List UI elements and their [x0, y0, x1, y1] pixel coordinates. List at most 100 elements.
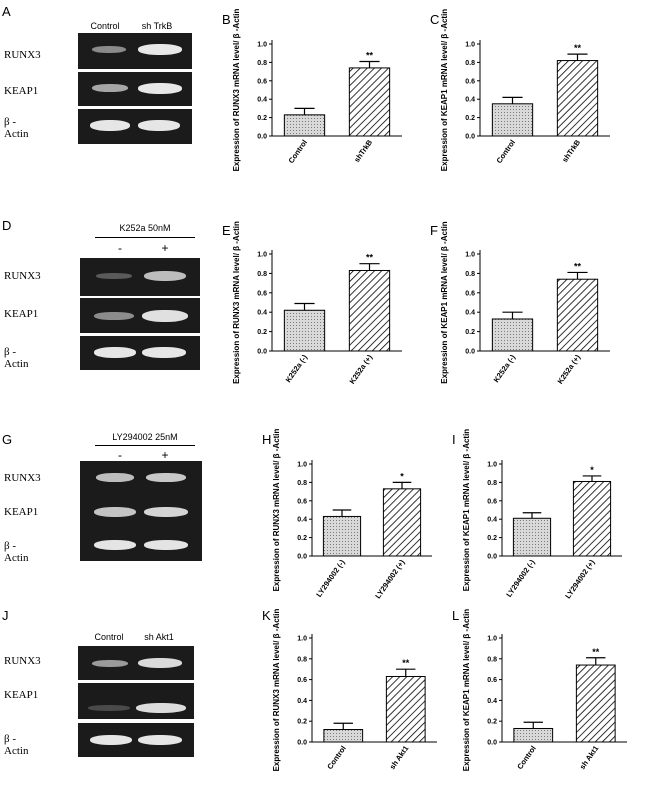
bar-control — [512, 517, 552, 557]
chart-h-runx3-ly294002: Expression of RUNX3 mRNA level/ β -Actin… — [272, 428, 432, 601]
y-tick-label: 0.2 — [257, 329, 267, 336]
y-axis-label: Expression of KEAP1 mRNA level/ β -Actin — [440, 221, 449, 384]
x-tick-label: shTrkB — [560, 138, 582, 164]
y-tick-label: 0.6 — [257, 78, 267, 85]
chart-k-runx3-shakt1: Expression of RUNX3 mRNA level/ β -Actin… — [272, 608, 437, 771]
bar-treatment — [572, 480, 612, 557]
y-tick-label: 0.8 — [465, 271, 475, 278]
row-label-runx3: RUNX3 — [4, 270, 41, 282]
gel-strip-keap1 — [80, 495, 202, 529]
y-tick-label: 1.0 — [487, 636, 497, 643]
panel-letter-f: F — [430, 223, 438, 238]
significance-marker: ** — [366, 50, 374, 60]
blot-column-shakt1: sh Akt1 — [144, 632, 174, 642]
x-tick-label: sh Akt1 — [388, 744, 411, 771]
row-label-actin: β -Actin — [4, 540, 29, 564]
gel-strip-keap1 — [80, 298, 200, 333]
panel-letter-j: J — [2, 608, 9, 623]
x-tick-label: LY294002 (+) — [373, 558, 407, 601]
chart-l-keap1-shakt1: Expression of KEAP1 mRNA level/ β -Actin… — [462, 609, 627, 771]
x-tick-label: Control — [515, 744, 538, 771]
y-tick-label: 0.2 — [257, 115, 267, 122]
y-tick-label: 0.6 — [297, 498, 307, 505]
y-tick-label: 1.0 — [487, 462, 497, 469]
x-tick-label: LY294002 (-) — [314, 558, 347, 599]
y-tick-label: 1.0 — [465, 42, 475, 49]
x-tick-label: LY294002 (+) — [563, 558, 597, 601]
row-label-keap1: KEAP1 — [4, 308, 39, 320]
y-axis-label: Expression of KEAP1 mRNA level/ β -Actin — [462, 609, 471, 772]
x-tick-label: K252a (+) — [556, 353, 583, 386]
gel-strip-actin — [78, 109, 192, 144]
significance-marker: ** — [574, 261, 582, 271]
bar-treatment — [382, 488, 422, 557]
panel-letter-l: L — [452, 608, 460, 623]
row-label-runx3: RUNX3 — [4, 655, 41, 667]
row-label-actin: β -Actin — [4, 116, 29, 140]
bar-treatment — [385, 675, 426, 743]
x-tick-label: Control — [494, 138, 517, 165]
row-label-keap1: KEAP1 — [4, 506, 39, 518]
x-tick-label: K252a (-) — [492, 353, 518, 385]
panel-letter-i: I — [452, 432, 456, 447]
significance-marker: ** — [574, 43, 582, 53]
chart-b-runx3-shtrkb: Expression of RUNX3 mRNA level/ β -Actin… — [232, 8, 402, 171]
blot-column-minus: - — [118, 241, 122, 255]
y-tick-label: 0.4 — [257, 97, 267, 104]
blot-column-plus: + — [161, 448, 169, 462]
bar-treatment — [348, 269, 391, 352]
panel-letter-b: B — [222, 12, 231, 27]
y-tick-label: 0.6 — [257, 290, 267, 297]
y-tick-label: 0.8 — [297, 480, 307, 487]
y-tick-label: 0.6 — [465, 78, 475, 85]
y-tick-label: 0.0 — [297, 554, 307, 561]
y-tick-label: 1.0 — [297, 462, 307, 469]
y-tick-label: 0.4 — [487, 698, 497, 705]
y-axis-label: Expression of RUNX3 mRNA level/ β -Actin — [272, 608, 281, 771]
y-tick-label: 1.0 — [257, 252, 267, 259]
y-tick-label: 1.0 — [465, 252, 475, 259]
y-tick-label: 0.2 — [297, 719, 307, 726]
y-tick-label: 0.8 — [257, 60, 267, 67]
significance-marker: ** — [592, 647, 600, 657]
gel-strip-runx3 — [78, 33, 192, 69]
significance-marker: * — [590, 465, 594, 475]
bar-treatment — [348, 67, 391, 137]
row-label-actin: β -Actin — [4, 346, 29, 370]
y-tick-label: 0.0 — [465, 349, 475, 356]
y-tick-label: 0.6 — [465, 290, 475, 297]
y-tick-label: 0.4 — [257, 310, 267, 317]
chart-i-keap1-ly294002: Expression of KEAP1 mRNA level/ β -Actin… — [462, 429, 622, 601]
y-tick-label: 0.4 — [297, 698, 307, 705]
y-tick-label: 0.6 — [487, 498, 497, 505]
y-tick-label: 0.0 — [465, 134, 475, 141]
y-tick-label: 1.0 — [257, 42, 267, 49]
y-tick-label: 0.2 — [297, 535, 307, 542]
bar-control — [513, 727, 554, 743]
y-axis-label: Expression of KEAP1 mRNA level/ β -Actin — [462, 429, 471, 592]
gel-strip-actin — [78, 723, 194, 757]
y-tick-label: 0.8 — [257, 271, 267, 278]
y-tick-label: 0.0 — [487, 740, 497, 747]
bar-treatment — [556, 60, 599, 137]
bar-control — [283, 309, 326, 352]
y-tick-label: 0.2 — [465, 115, 475, 122]
y-tick-label: 0.0 — [487, 554, 497, 561]
significance-marker: ** — [366, 253, 374, 263]
x-tick-label: Control — [286, 138, 309, 165]
chart-f-keap1-k252a: Expression of KEAP1 mRNA level/ β -Actin… — [440, 221, 610, 386]
y-tick-label: 0.2 — [487, 535, 497, 542]
panel-letter-g: G — [2, 432, 13, 447]
blot-column-plus: + — [161, 241, 169, 255]
bar-control — [491, 103, 534, 137]
blot-column-minus: - — [118, 448, 122, 462]
y-tick-label: 0.4 — [465, 310, 475, 317]
y-tick-label: 0.2 — [487, 719, 497, 726]
bar-control — [283, 114, 326, 137]
x-tick-label: LY294002 (-) — [504, 558, 537, 599]
y-tick-label: 0.0 — [257, 134, 267, 141]
y-tick-label: 0.8 — [465, 60, 475, 67]
gel-strip-keap1 — [78, 683, 194, 719]
y-tick-label: 0.4 — [465, 97, 475, 104]
chart-e-runx3-k252a: Expression of RUNX3 mRNA level/ β -Actin… — [232, 221, 402, 386]
